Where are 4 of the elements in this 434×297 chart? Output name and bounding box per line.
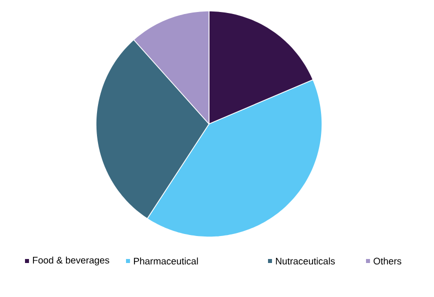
legend-label: Food & beverages <box>32 256 110 266</box>
legend-label: Others <box>374 258 402 264</box>
legend-label: Pharmaceutical <box>134 258 198 264</box>
legend-label: Nutraceuticals <box>276 258 335 264</box>
